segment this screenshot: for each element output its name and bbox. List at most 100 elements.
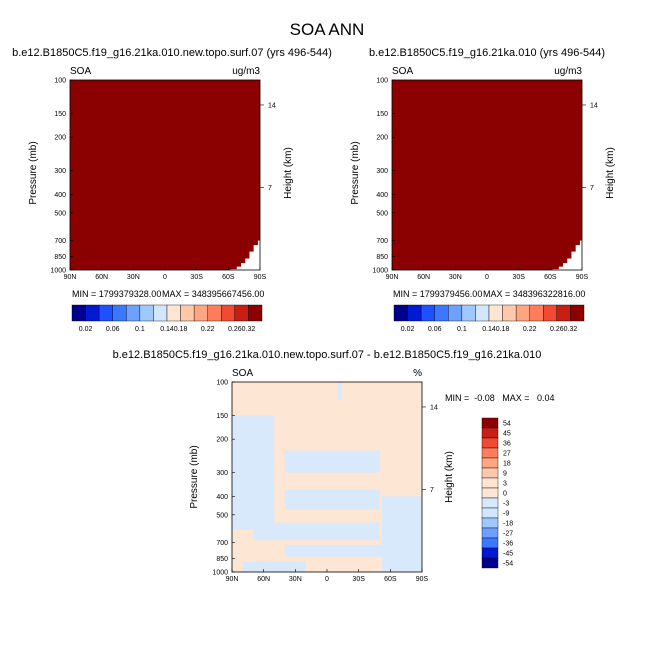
colorbar-label: 27	[503, 451, 511, 458]
latitude-tick-label: 90S	[416, 576, 429, 583]
pressure-tick-label: 500	[216, 512, 228, 519]
heatmap-plot	[231, 381, 423, 573]
variable-label: SOA	[392, 66, 413, 77]
latitude-tick-label: 90N	[386, 274, 399, 281]
latitude-tick-label: 60S	[544, 274, 557, 281]
colorbar-label: 54	[503, 421, 511, 428]
colorbar-box	[461, 304, 476, 322]
colorbar-box	[481, 437, 499, 449]
colorbar-box	[543, 304, 558, 322]
latitude-tick-label: 0	[485, 274, 489, 281]
pressure-tick-label: 400	[216, 494, 228, 501]
latitude-tick-label: 30S	[512, 274, 525, 281]
colorbar-label: 0	[503, 491, 507, 498]
colorbar-label: 0.02	[401, 326, 415, 333]
colorbar-box	[448, 304, 463, 322]
negative-region	[253, 522, 380, 541]
colorbar-box	[475, 304, 490, 322]
latitude-tick-label: 30S	[190, 274, 203, 281]
pressure-tick-label: 150	[376, 111, 388, 118]
colorbar-box	[529, 304, 544, 322]
height-axis: 14 7	[582, 102, 598, 192]
pressure-axis: 100 150 200 300 400 500 700 850 1000	[372, 78, 395, 275]
height-tick-label: 14	[268, 102, 276, 109]
colorbar-box	[207, 304, 222, 322]
negative-region	[284, 450, 380, 473]
panel-control: b.e12.B1850C5.f19_g16.21ka.010 (yrs 496-…	[350, 47, 616, 333]
pressure-tick-label: 850	[376, 254, 388, 261]
latitude-tick-label: 30S	[352, 576, 365, 583]
latitude-axis: 90N 60N 30N 0 30S 60S 90S	[226, 569, 429, 583]
colorbar-box	[481, 467, 499, 479]
pressure-tick-label: 100	[54, 78, 66, 85]
panel-difference: b.e12.B1850C5.f19_g16.21ka.010.new.topo.…	[113, 349, 555, 583]
colorbar-label: 0.22	[523, 326, 537, 333]
pressure-axis: 100 150 200 300 400 500 700 850 1000	[212, 380, 235, 577]
colorbar-label: -18	[503, 521, 513, 528]
colorbar: 0.02 0.06 0.1 0.14 0.18 0.22 0.26 0.32	[393, 304, 585, 333]
height-tick-label: 7	[430, 487, 434, 494]
colorbar-box	[407, 304, 422, 322]
pressure-tick-label: 200	[376, 135, 388, 142]
pressure-tick-label: 100	[216, 380, 228, 387]
field-fill	[70, 80, 260, 270]
max-readout: MAX = 348396322816.00	[483, 289, 585, 299]
heatmap-plot	[69, 79, 261, 271]
min-readout: MIN = 1799379328.00	[72, 289, 161, 299]
height-tick-label: 14	[590, 102, 598, 109]
latitude-axis: 90N 60N 30N 0 30S 60S 90S	[64, 267, 267, 281]
colorbar-label: 0.14	[482, 326, 496, 333]
colorbar-box	[502, 304, 517, 322]
pressure-tick-label: 200	[54, 135, 66, 142]
stats-readout: MIN = -0.08 MAX = 0.04	[445, 393, 555, 403]
pressure-tick-label: 700	[54, 238, 66, 245]
colorbar-box	[248, 304, 263, 322]
colorbar-box	[221, 304, 236, 322]
latitude-tick-label: 90S	[576, 274, 589, 281]
colorbar-box	[85, 304, 100, 322]
units-label: %	[413, 368, 422, 379]
pressure-axis: 100 150 200 300 400 500 700 850 1000	[50, 78, 73, 275]
panel-experiment: b.e12.B1850C5.f19_g16.21ka.010.new.topo.…	[12, 47, 332, 333]
colorbar-box	[139, 304, 154, 322]
colorbar-box	[112, 304, 127, 322]
colorbar-box	[98, 304, 113, 322]
colorbar-box	[481, 527, 499, 539]
latitude-tick-label: 60S	[384, 576, 397, 583]
negative-region	[284, 544, 391, 557]
latitude-tick-label: 30N	[127, 274, 140, 281]
height-axis: 14 7	[260, 102, 276, 192]
colorbar-label: 18	[503, 461, 511, 468]
negative-region	[242, 561, 306, 572]
colorbar-box	[180, 304, 195, 322]
panel-title: b.e12.B1850C5.f19_g16.21ka.010.new.topo.…	[113, 349, 542, 361]
colorbar-box	[488, 304, 503, 322]
colorbar-box	[481, 517, 499, 529]
colorbar-label: 0.1	[457, 326, 467, 333]
pressure-tick-label: 100	[376, 78, 388, 85]
colorbar: 54 45 36 27 18 9 3 0 -3 -9 -18 -27 -36 -45 -54	[481, 417, 513, 569]
y-axis-label: Pressure (mb)	[189, 445, 200, 508]
height-tick-label: 7	[590, 185, 594, 192]
colorbar-label: -3	[503, 501, 509, 508]
panel-title: b.e12.B1850C5.f19_g16.21ka.010.new.topo.…	[12, 47, 332, 59]
topography-mask	[575, 245, 582, 270]
colorbar-box	[481, 507, 499, 519]
pressure-tick-label: 1000	[372, 268, 388, 275]
colorbar-label: -9	[503, 511, 509, 518]
max-readout: MAX = 348395667456.00	[162, 289, 264, 299]
pressure-tick-label: 500	[54, 210, 66, 217]
colorbar-box	[481, 447, 499, 459]
pressure-tick-label: 700	[376, 238, 388, 245]
colorbar-label: 0.18	[496, 326, 510, 333]
y-axis-right-label: Height (km)	[605, 147, 616, 199]
pressure-tick-label: 1000	[50, 268, 66, 275]
topography-mask	[579, 240, 582, 270]
colorbar-box	[556, 304, 571, 322]
pressure-tick-label: 300	[376, 168, 388, 175]
y-axis-right-label: Height (km)	[444, 451, 455, 503]
pressure-tick-label: 400	[376, 192, 388, 199]
panel-title: b.e12.B1850C5.f19_g16.21ka.010 (yrs 496-…	[369, 47, 605, 59]
colorbar-label: -45	[503, 551, 513, 558]
